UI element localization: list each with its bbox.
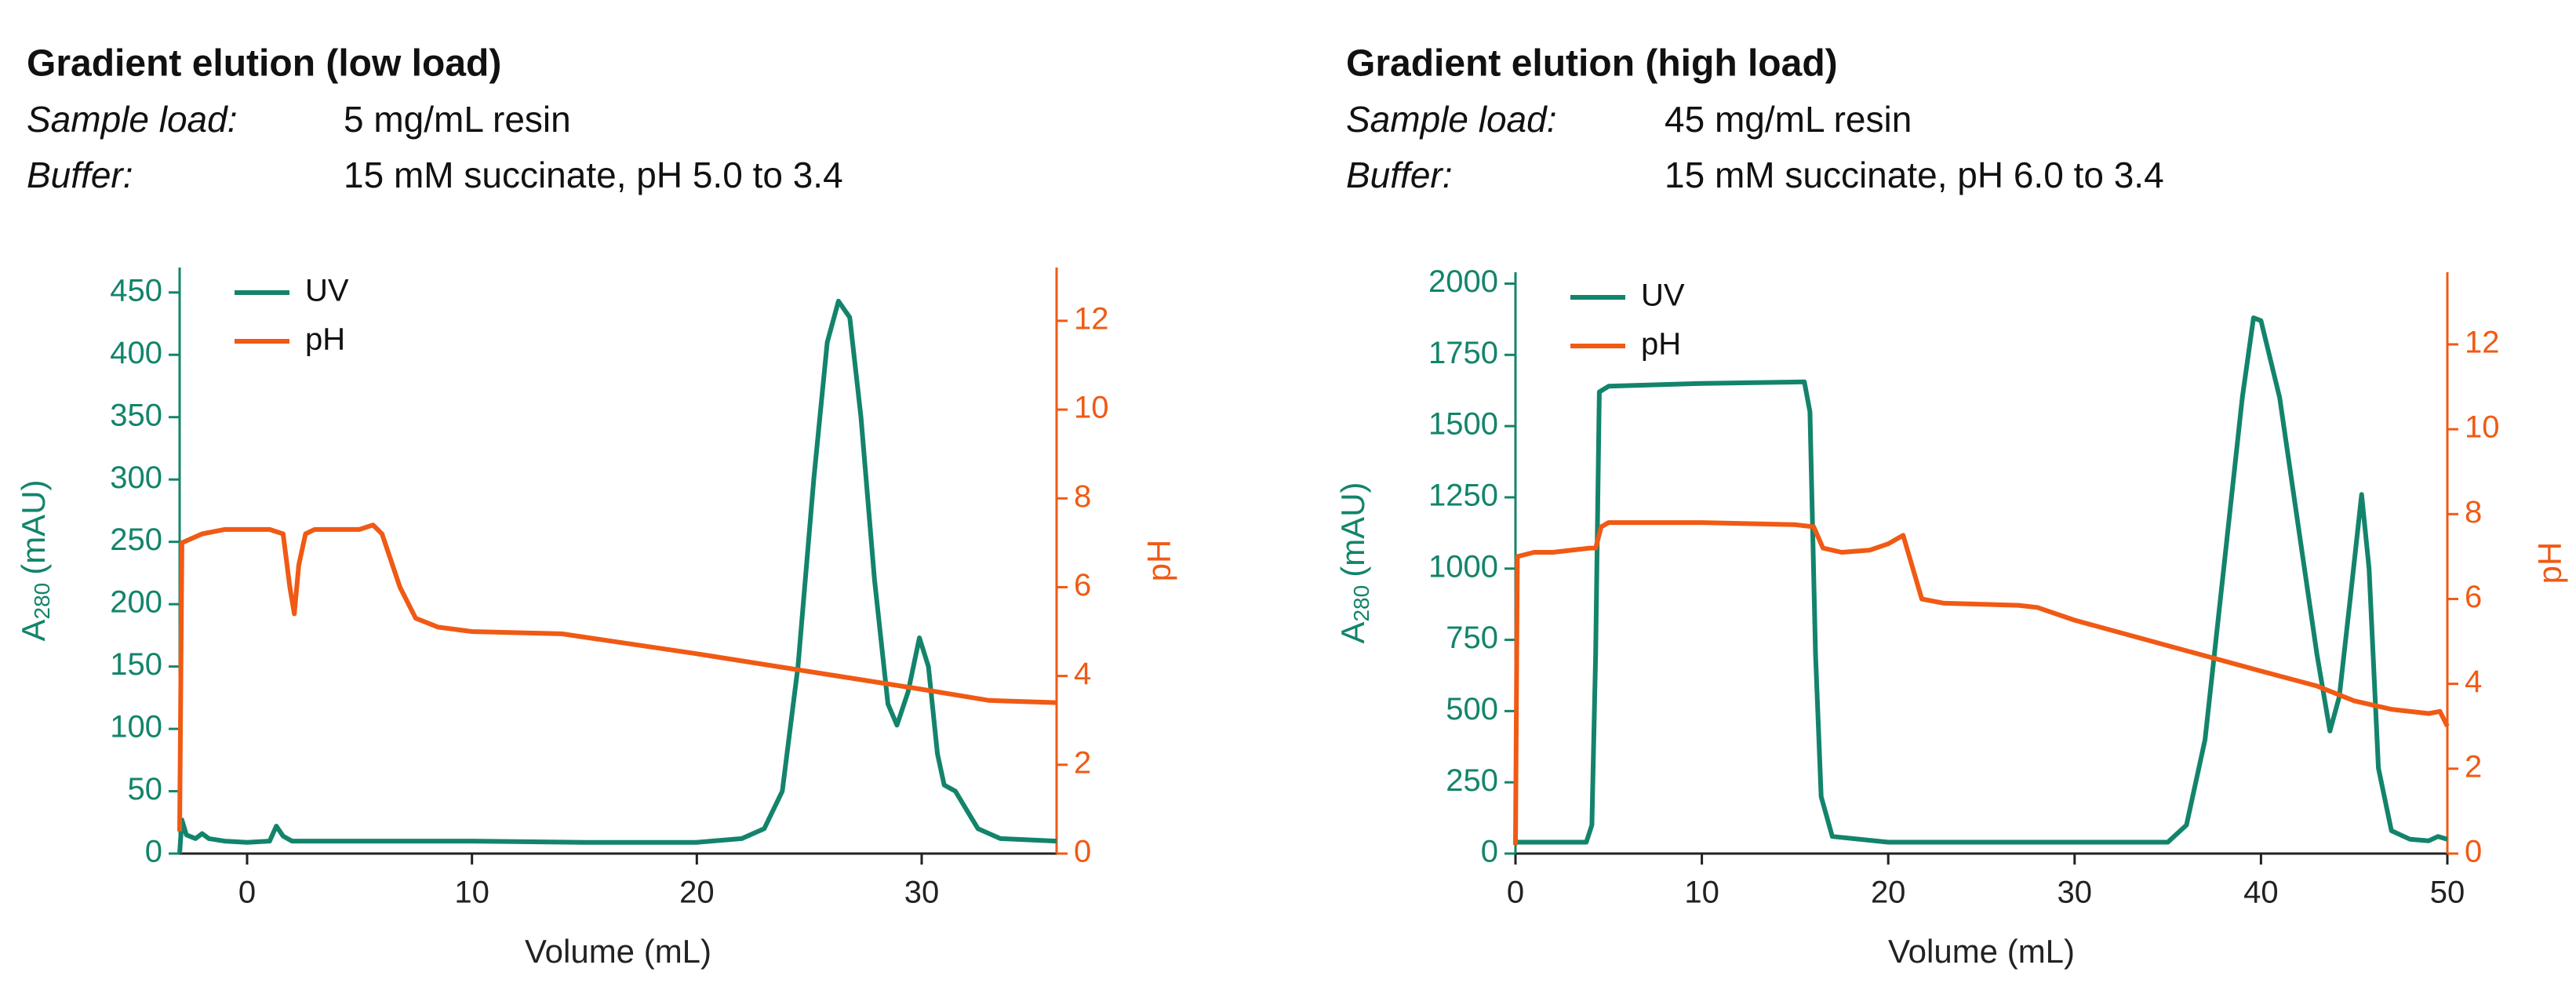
x-tick-label: 40 (2243, 876, 2279, 910)
chart-title: Gradient elution (low load) (27, 43, 501, 85)
y-tick-label: 50 (128, 772, 163, 806)
y-tick-label: 350 (110, 398, 162, 432)
series-line (177, 298, 1057, 854)
x-axis-label: Volume (mL) (525, 933, 711, 970)
y2-tick-label: 8 (2465, 495, 2482, 530)
y2-tick-label: 4 (2465, 664, 2482, 699)
y-tick-label: 1000 (1428, 549, 1498, 584)
x-axis-label: Volume (mL) (1888, 933, 2075, 970)
y2-tick-label: 2 (1074, 745, 1091, 780)
y-tick-label: 0 (1481, 835, 1498, 869)
y-tick-label: 750 (1446, 621, 1498, 655)
x-tick-label: 30 (904, 876, 940, 910)
y2-tick-label: 6 (1074, 568, 1091, 603)
y2-tick-label: 0 (1074, 835, 1091, 869)
y2-tick-label: 10 (1074, 391, 1109, 425)
y-tick-label: 500 (1446, 692, 1498, 726)
y2-tick-label: 12 (2465, 326, 2500, 360)
y-tick-label: 250 (110, 522, 162, 557)
x-tick-label: 20 (1871, 876, 1906, 910)
y2-tick-label: 6 (2465, 580, 2482, 614)
x-tick-label: 10 (454, 876, 489, 910)
annotation-text: 5 mg/mL resin (344, 99, 571, 140)
x-tick-label: 0 (238, 876, 256, 910)
y-tick-label: 0 (145, 835, 162, 869)
y-tick-label: 450 (110, 273, 162, 308)
legend-label: UV (1641, 279, 1685, 313)
y2-tick-label: 10 (2465, 410, 2500, 445)
y2-tick-label: 12 (1074, 301, 1109, 336)
series-line (1513, 520, 2450, 846)
y-label-main: A (1334, 622, 1371, 644)
y-label-unit: (mAU) (15, 479, 52, 574)
y-tick-label: 300 (110, 461, 162, 495)
x-tick-label: 20 (679, 876, 715, 910)
x-tick-label: 10 (1684, 876, 1719, 910)
x-tick-label: 50 (2430, 876, 2465, 910)
x-tick-label: 30 (2058, 876, 2093, 910)
annotation-label: Sample load: (27, 99, 238, 140)
y-tick-label: 1750 (1428, 336, 1498, 370)
y-label-main: A (15, 620, 52, 642)
annotation-label: Buffer: (1346, 155, 1453, 195)
annotation-text: 15 mM succinate, pH 5.0 to 3.4 (344, 155, 843, 195)
series-line (1515, 315, 2448, 845)
y-label-unit: (mAU) (1334, 482, 1371, 577)
y-label-sub: 280 (1349, 585, 1374, 622)
annotation-label: Buffer: (27, 155, 133, 195)
annotation-label: Sample load: (1346, 99, 1557, 140)
y-tick-label: 150 (110, 647, 162, 682)
y-tick-label: 100 (110, 710, 162, 745)
y-axis-label: A280 (mAU) (1334, 482, 1374, 643)
annotation-text: 15 mM succinate, pH 6.0 to 3.4 (1665, 155, 2164, 195)
y-tick-label: 250 (1446, 763, 1498, 798)
x-tick-label: 0 (1507, 876, 1524, 910)
y2-axis-label: pH (1141, 540, 1177, 582)
annotation-text: 45 mg/mL resin (1665, 99, 1912, 140)
legend-label: pH (1641, 327, 1681, 362)
y2-axis-label: pH (2531, 542, 2568, 584)
y-tick-label: 1250 (1428, 479, 1498, 513)
chart-title: Gradient elution (high load) (1346, 43, 1838, 85)
y-tick-label: 400 (110, 336, 162, 370)
legend-label: pH (305, 322, 345, 357)
y-tick-label: 200 (110, 585, 162, 620)
y2-tick-label: 4 (1074, 657, 1091, 691)
y-tick-label: 2000 (1428, 264, 1498, 299)
y-axis-label: A280 (mAU) (15, 479, 54, 641)
y2-tick-label: 2 (2465, 749, 2482, 784)
legend-label: UV (305, 274, 349, 308)
series-line (177, 522, 1057, 832)
y-tick-label: 1500 (1428, 407, 1498, 442)
y2-tick-label: 0 (2465, 835, 2482, 869)
y-label-sub: 280 (30, 583, 54, 620)
y2-tick-label: 8 (1074, 479, 1091, 514)
